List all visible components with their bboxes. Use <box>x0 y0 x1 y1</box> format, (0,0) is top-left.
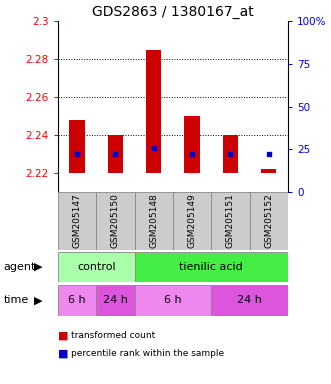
Text: control: control <box>77 262 116 272</box>
Bar <box>96 285 135 316</box>
Text: GSM205147: GSM205147 <box>72 194 82 248</box>
Bar <box>146 50 162 173</box>
Bar <box>58 252 135 282</box>
Text: GSM205148: GSM205148 <box>149 194 158 248</box>
Bar <box>70 120 85 173</box>
Text: percentile rank within the sample: percentile rank within the sample <box>71 349 224 358</box>
Bar <box>173 192 211 250</box>
Bar <box>108 135 123 173</box>
Text: tienilic acid: tienilic acid <box>179 262 243 272</box>
Text: GSM205151: GSM205151 <box>226 194 235 248</box>
Bar <box>250 192 288 250</box>
Bar <box>184 116 200 173</box>
Bar <box>261 169 276 173</box>
Text: 6 h: 6 h <box>164 295 182 305</box>
Bar <box>135 252 288 282</box>
Text: transformed count: transformed count <box>71 331 156 341</box>
Text: 24 h: 24 h <box>237 295 262 305</box>
Text: ▶: ▶ <box>34 295 42 305</box>
Bar <box>135 192 173 250</box>
Bar <box>211 285 288 316</box>
Text: time: time <box>3 295 28 305</box>
Title: GDS2863 / 1380167_at: GDS2863 / 1380167_at <box>92 5 254 19</box>
Text: GSM205149: GSM205149 <box>188 194 197 248</box>
Bar <box>96 192 135 250</box>
Bar <box>223 135 238 173</box>
Text: GSM205150: GSM205150 <box>111 194 120 248</box>
Bar <box>58 285 96 316</box>
Text: ▶: ▶ <box>34 262 42 272</box>
Bar <box>211 192 250 250</box>
Bar <box>135 285 211 316</box>
Bar <box>58 192 96 250</box>
Text: ■: ■ <box>58 331 69 341</box>
Text: agent: agent <box>3 262 36 272</box>
Text: ■: ■ <box>58 348 69 358</box>
Text: 24 h: 24 h <box>103 295 128 305</box>
Text: 6 h: 6 h <box>68 295 86 305</box>
Text: GSM205152: GSM205152 <box>264 194 273 248</box>
